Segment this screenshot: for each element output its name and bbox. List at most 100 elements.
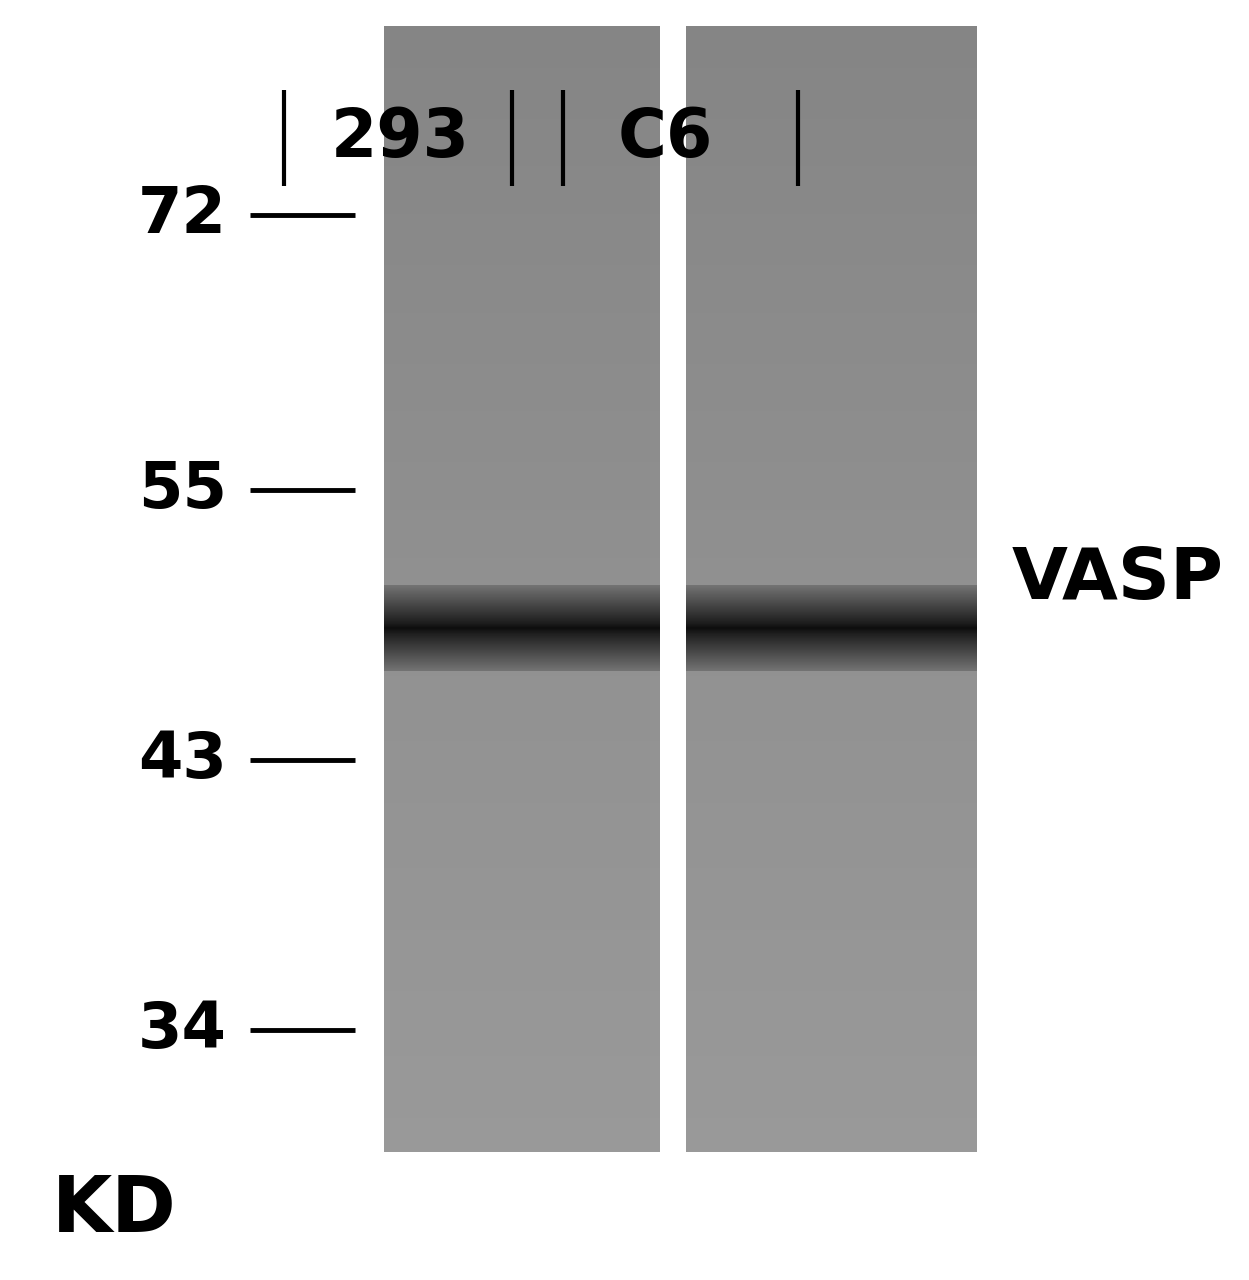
Bar	[383, 392, 661, 394]
Bar	[383, 499, 661, 502]
Bar	[686, 524, 977, 527]
Bar	[383, 974, 661, 978]
Bar	[383, 760, 661, 763]
Bar	[686, 507, 977, 509]
Bar	[383, 608, 661, 612]
Bar	[686, 819, 977, 823]
Bar	[686, 724, 977, 727]
Bar	[686, 781, 977, 783]
Bar	[686, 1062, 977, 1065]
Bar	[686, 518, 977, 521]
Bar	[686, 361, 977, 364]
Bar	[686, 372, 977, 375]
Bar	[686, 296, 977, 298]
Bar	[383, 992, 661, 995]
Bar	[686, 1009, 977, 1011]
Bar	[383, 422, 661, 425]
Bar	[686, 786, 977, 788]
Bar	[383, 913, 661, 915]
Bar	[383, 552, 661, 556]
Bar	[383, 127, 661, 129]
Bar	[686, 401, 977, 403]
Bar	[686, 1135, 977, 1138]
Bar	[686, 1023, 977, 1025]
Bar	[383, 772, 661, 774]
Bar	[686, 707, 977, 710]
Bar	[383, 969, 661, 972]
Bar	[383, 495, 661, 499]
Bar	[686, 232, 977, 234]
Bar	[383, 380, 661, 383]
Bar	[383, 1124, 661, 1126]
Bar	[686, 364, 977, 366]
Bar	[383, 1068, 661, 1070]
Bar	[383, 417, 661, 420]
Bar	[686, 685, 977, 687]
Bar	[686, 406, 977, 408]
Bar	[686, 803, 977, 805]
Bar	[383, 1062, 661, 1065]
Bar	[686, 692, 977, 696]
Bar	[686, 678, 977, 682]
Bar	[686, 251, 977, 253]
Bar	[383, 1051, 661, 1053]
Bar	[686, 791, 977, 795]
Bar	[686, 26, 977, 28]
Bar	[686, 431, 977, 434]
Bar	[383, 387, 661, 389]
Bar	[686, 302, 977, 305]
Bar	[686, 476, 977, 479]
Bar	[383, 622, 661, 626]
Bar	[383, 591, 661, 594]
Bar	[383, 932, 661, 936]
Bar	[383, 434, 661, 436]
Bar	[383, 995, 661, 997]
Bar	[383, 575, 661, 577]
Bar	[383, 246, 661, 248]
Bar	[686, 324, 977, 326]
Bar	[383, 389, 661, 392]
Bar	[686, 899, 977, 901]
Bar	[383, 1039, 661, 1042]
Bar	[686, 502, 977, 504]
Bar	[383, 950, 661, 952]
Bar	[686, 54, 977, 56]
Bar	[383, 361, 661, 364]
Text: VASP: VASP	[1012, 545, 1224, 614]
Bar	[686, 1147, 977, 1149]
Bar	[383, 108, 661, 110]
Bar	[686, 980, 977, 983]
Text: 43: 43	[137, 730, 227, 791]
Bar	[383, 707, 661, 710]
Bar	[383, 326, 661, 330]
Bar	[686, 397, 977, 401]
Bar	[383, 716, 661, 718]
Bar	[686, 682, 977, 685]
Bar	[686, 504, 977, 507]
Bar	[383, 316, 661, 319]
Bar	[686, 561, 977, 563]
Bar	[383, 82, 661, 84]
Bar	[686, 814, 977, 817]
Bar	[383, 664, 661, 668]
Bar	[383, 631, 661, 634]
Bar	[686, 195, 977, 197]
Bar	[686, 192, 977, 195]
Bar	[686, 56, 977, 59]
Bar	[383, 143, 661, 147]
Bar	[383, 617, 661, 620]
Bar	[686, 833, 977, 837]
Bar	[383, 296, 661, 298]
Bar	[383, 429, 661, 431]
Bar	[686, 485, 977, 488]
Bar	[686, 1006, 977, 1009]
Bar	[383, 668, 661, 671]
Bar	[686, 809, 977, 812]
Bar	[383, 453, 661, 457]
Bar	[383, 1121, 661, 1124]
Bar	[686, 817, 977, 819]
Bar	[383, 535, 661, 538]
Text: C6: C6	[618, 105, 713, 172]
Bar	[383, 763, 661, 767]
Bar	[383, 941, 661, 943]
